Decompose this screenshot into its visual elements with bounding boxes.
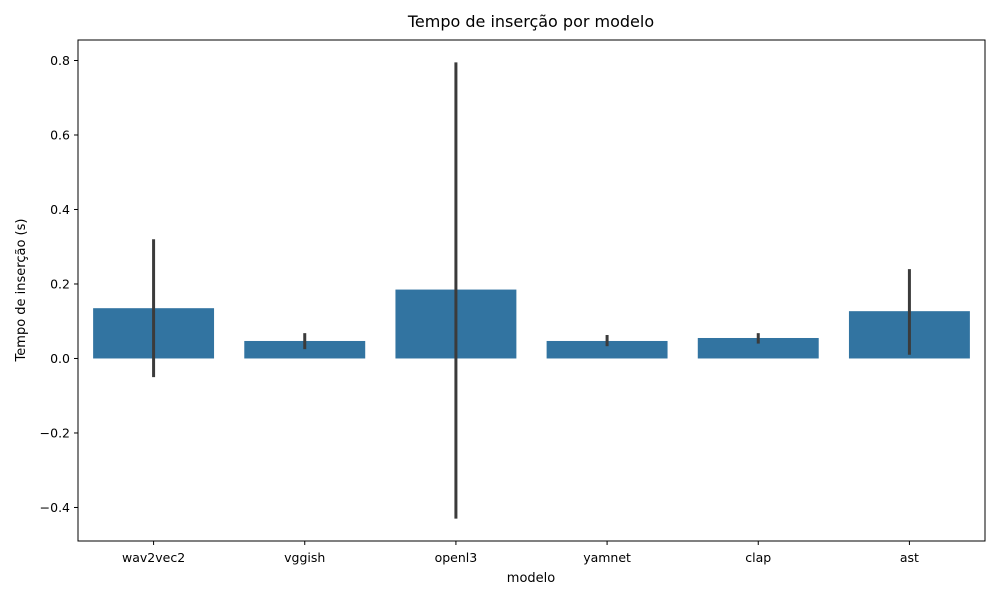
y-tick-label: −0.2 bbox=[40, 425, 70, 440]
y-tick-label: 0.2 bbox=[50, 276, 70, 291]
y-tick-label: 0.8 bbox=[50, 53, 70, 68]
plot-frame bbox=[77, 39, 986, 542]
bar-vggish bbox=[244, 340, 366, 359]
x-axis-label: modelo bbox=[507, 571, 555, 586]
x-tick-label: wav2vec2 bbox=[122, 550, 185, 565]
x-tick-label: yamnet bbox=[583, 550, 631, 565]
chart-title: Tempo de inserção por modelo bbox=[407, 12, 654, 31]
x-tick-label: openl3 bbox=[435, 550, 478, 565]
bar-yamnet bbox=[546, 340, 668, 359]
y-tick-label: 0.4 bbox=[50, 202, 70, 217]
x-tick-label: clap bbox=[745, 550, 771, 565]
y-tick-label: 0.0 bbox=[50, 351, 70, 366]
x-tick-label: vggish bbox=[284, 550, 325, 565]
y-tick-label: 0.6 bbox=[50, 127, 70, 142]
bar-clap bbox=[697, 337, 819, 359]
plot-area: −0.4 −0.2 0.0 0.2 0.4 0.6 0.8 wav2vec2 vggish ope… bbox=[40, 39, 986, 565]
y-tick-label: −0.4 bbox=[40, 500, 70, 515]
x-tick-label: ast bbox=[900, 550, 919, 565]
y-axis-label: Tempo de inserção (s) bbox=[14, 219, 29, 363]
